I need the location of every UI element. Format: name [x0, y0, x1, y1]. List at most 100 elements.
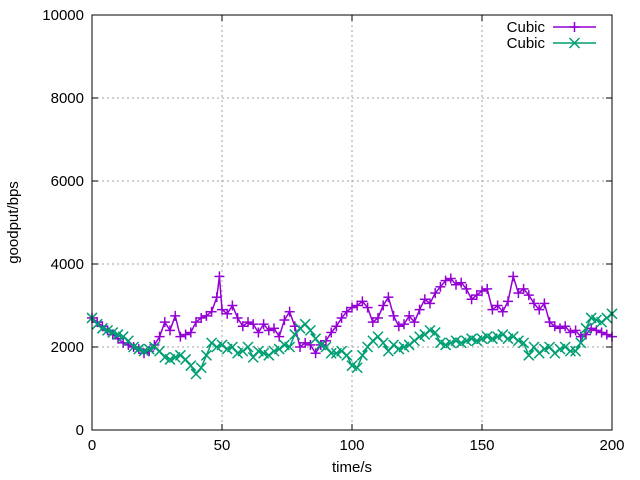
data-point: [347, 302, 357, 313]
data-point: [435, 281, 446, 292]
data-point: [378, 300, 389, 311]
data-point: [560, 321, 571, 332]
data-point: [279, 315, 290, 326]
data-point: [564, 345, 576, 357]
data-point: [575, 331, 586, 342]
data-point: [456, 277, 467, 288]
data-point: [211, 292, 222, 303]
x-tick-label: 100: [339, 437, 364, 454]
data-point: [232, 312, 243, 323]
data-point: [523, 290, 534, 301]
data-point: [154, 331, 165, 342]
data-point: [352, 300, 363, 311]
legend-marker: [568, 37, 581, 49]
data-point: [300, 337, 311, 348]
data-point: [534, 304, 545, 315]
data-point: [331, 321, 342, 332]
data-point: [399, 319, 409, 330]
plot-frame: [91, 14, 613, 431]
data-point: [206, 306, 217, 317]
data-point: [601, 329, 612, 340]
data-point: [414, 304, 425, 315]
data-point: [383, 292, 394, 303]
data-point: [513, 288, 524, 299]
data-point: [549, 321, 560, 332]
data-point: [575, 337, 587, 349]
data-point: [518, 283, 529, 294]
x-tick-label: 50: [214, 437, 231, 454]
data-point: [570, 325, 581, 336]
data-point: [237, 321, 248, 332]
series-2: [86, 308, 618, 380]
data-point: [295, 342, 305, 352]
data-point: [409, 317, 420, 328]
y-tick-label: 8000: [51, 90, 84, 107]
legend-marker: [569, 22, 580, 32]
data-point: [367, 317, 378, 328]
data-point: [451, 279, 461, 290]
data-point: [508, 271, 519, 282]
data-point: [393, 321, 404, 332]
data-point: [388, 310, 399, 321]
data-point: [523, 349, 535, 361]
data-point: [170, 310, 181, 321]
data-point: [430, 288, 441, 299]
data-point: [357, 296, 368, 307]
data-point: [565, 327, 576, 338]
y-tick-label: 6000: [51, 173, 84, 190]
data-point: [341, 349, 353, 361]
data-point: [274, 331, 285, 342]
data-point: [477, 285, 487, 296]
data-point: [214, 271, 225, 282]
legend-label: Cubic: [507, 19, 546, 36]
data-point: [351, 362, 363, 374]
data-point: [269, 323, 279, 334]
series-line-1: [91, 273, 613, 355]
data-point: [419, 294, 430, 305]
data-point: [471, 290, 482, 301]
grid-lines: [92, 15, 612, 430]
y-axis-label: goodput/bps: [5, 181, 22, 264]
data-point: [466, 294, 477, 305]
data-point: [304, 324, 316, 336]
data-point: [503, 296, 513, 307]
data-point: [222, 308, 233, 319]
data-point: [284, 306, 295, 317]
data-point: [284, 341, 296, 353]
data-point: [253, 327, 264, 338]
data-point: [242, 341, 254, 353]
data-point: [529, 298, 539, 309]
data-point: [227, 300, 238, 311]
data-point: [580, 322, 592, 334]
data-point: [445, 273, 456, 284]
data-point: [336, 312, 347, 323]
data-point: [258, 319, 269, 330]
x-tick-label: 0: [88, 437, 96, 454]
data-point: [425, 298, 435, 309]
data-point: [326, 327, 337, 338]
data-point: [404, 310, 415, 321]
data-point: [248, 319, 259, 330]
data-point: [217, 304, 227, 315]
data-point: [165, 325, 175, 336]
data-point: [191, 317, 201, 328]
y-tick-label: 2000: [51, 339, 84, 356]
data-point: [243, 317, 253, 328]
data-point: [362, 302, 373, 313]
data-point: [263, 325, 274, 336]
data-point: [586, 323, 597, 334]
data-point: [195, 362, 207, 374]
x-tick-label: 200: [599, 437, 624, 454]
x-tick-label: 150: [469, 437, 494, 454]
data-point: [440, 275, 451, 286]
data-point: [341, 306, 352, 317]
data-point: [196, 312, 207, 323]
data-point: [539, 298, 550, 309]
data-point: [373, 312, 383, 323]
data-point: [200, 349, 212, 361]
data-point: [591, 325, 602, 336]
data-point: [159, 317, 170, 328]
data-point: [487, 304, 498, 315]
